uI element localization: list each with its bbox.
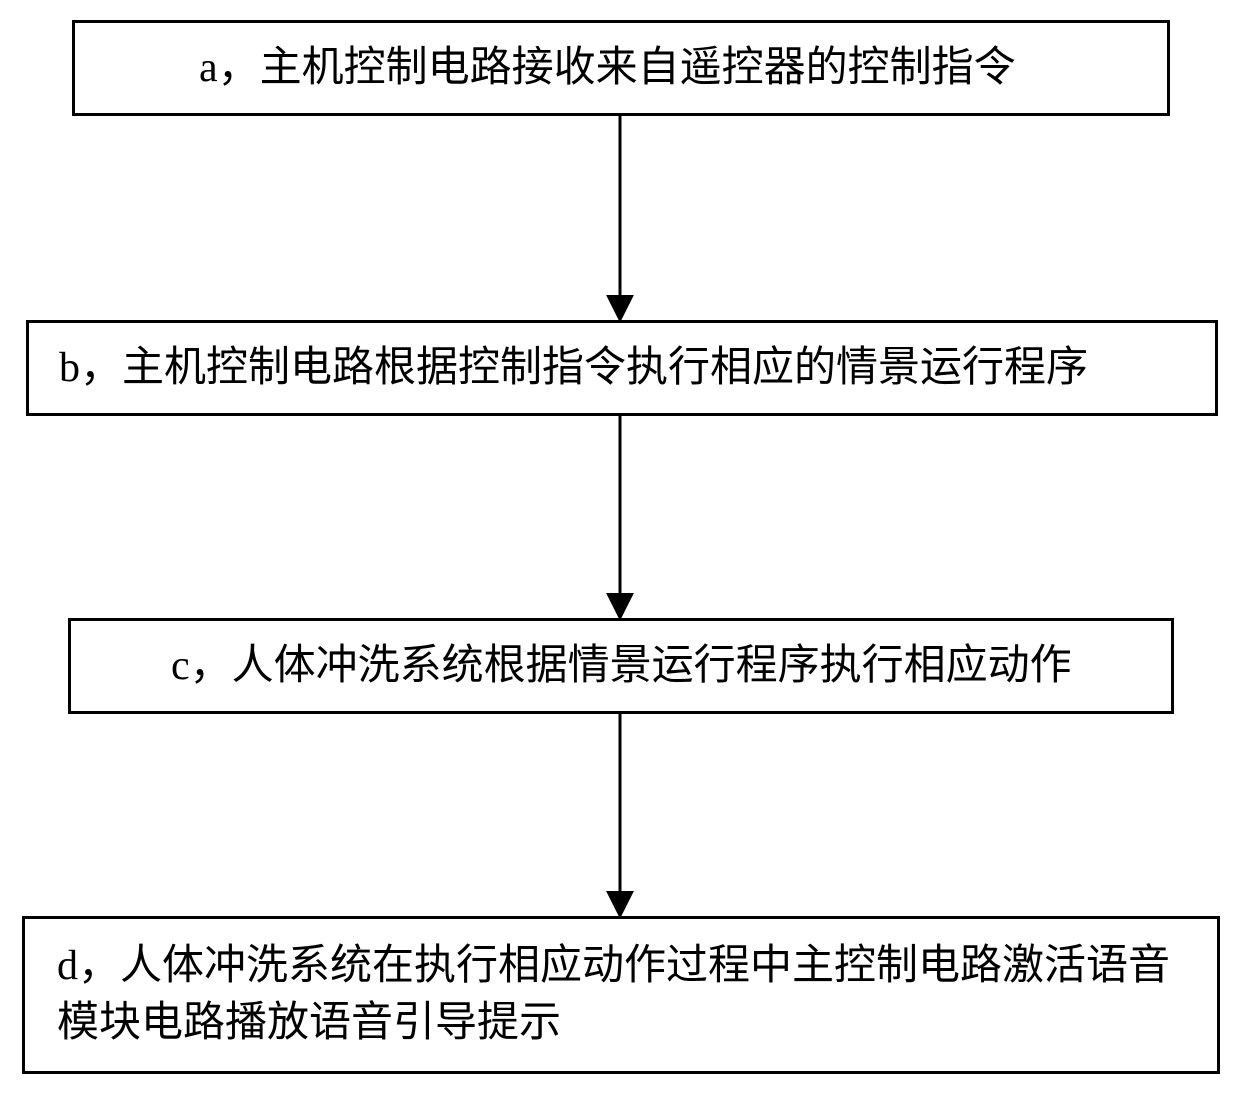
flow-node-label: d，人体冲洗系统在执行相应动作过程中主控制电路激活语音模块电路播放语音引导提示 — [57, 938, 1197, 1051]
flow-node-label: b，主机控制电路根据控制指令执行相应的情景运行程序 — [59, 340, 1195, 397]
flow-node-b: b，主机控制电路根据控制指令执行相应的情景运行程序 — [26, 320, 1218, 416]
flowchart-canvas: a，主机控制电路接收来自遥控器的控制指令 b，主机控制电路根据控制指令执行相应的情… — [0, 0, 1240, 1093]
flow-node-a: a，主机控制电路接收来自遥控器的控制指令 — [72, 20, 1170, 116]
flow-node-label: c，人体冲洗系统根据情景运行程序执行相应动作 — [171, 638, 1151, 695]
flow-node-c: c，人体冲洗系统根据情景运行程序执行相应动作 — [68, 618, 1174, 714]
flow-node-d: d，人体冲洗系统在执行相应动作过程中主控制电路激活语音模块电路播放语音引导提示 — [22, 916, 1220, 1074]
flow-node-label: a，主机控制电路接收来自遥控器的控制指令 — [199, 40, 1147, 97]
